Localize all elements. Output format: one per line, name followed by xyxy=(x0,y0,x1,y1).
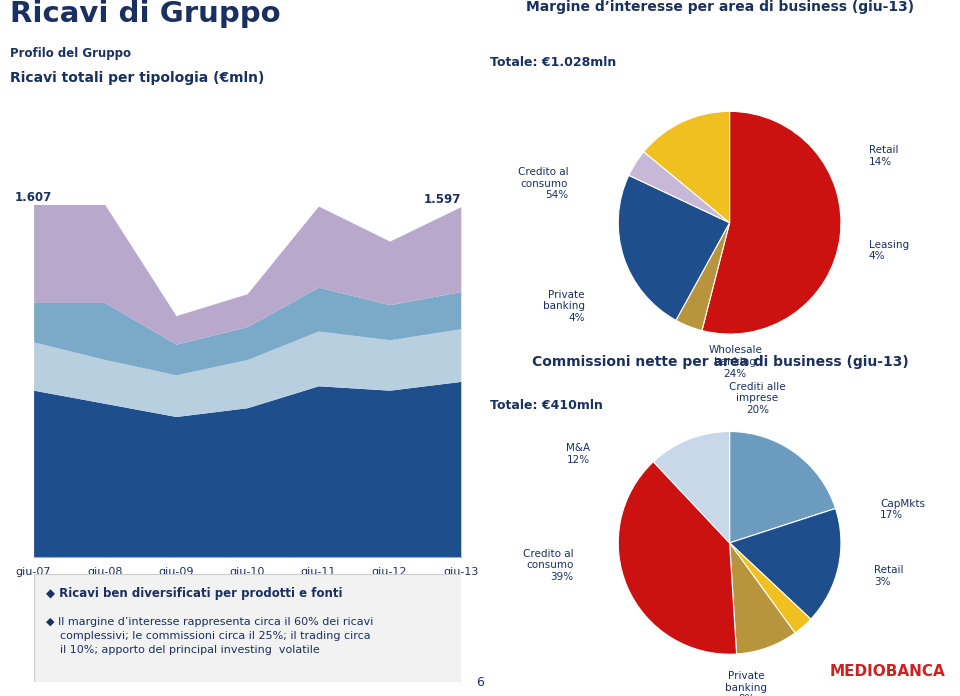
Text: Commissioni nette per area di business (giu-13): Commissioni nette per area di business (… xyxy=(532,355,908,369)
Text: CapMkts
17%: CapMkts 17% xyxy=(880,498,924,521)
Wedge shape xyxy=(730,432,835,543)
Text: Profilo del Gruppo: Profilo del Gruppo xyxy=(10,47,131,60)
Text: Retail
3%: Retail 3% xyxy=(875,565,904,587)
Text: ◆ Il margine d’interesse rappresenta circa il 60% dei ricavi
    complessivi; le: ◆ Il margine d’interesse rappresenta cir… xyxy=(46,617,373,656)
Text: Private
banking
9%: Private banking 9% xyxy=(726,671,767,696)
Wedge shape xyxy=(618,461,736,654)
Text: Wholesale
banking
24%: Wholesale banking 24% xyxy=(708,345,762,379)
Wedge shape xyxy=(629,152,730,223)
Text: Totale: €410mln: Totale: €410mln xyxy=(490,400,603,412)
Wedge shape xyxy=(730,543,795,654)
Text: Margine d’interesse per area di business (giu-13): Margine d’interesse per area di business… xyxy=(526,0,914,14)
Wedge shape xyxy=(730,543,811,633)
Text: Crediti alle
imprese
20%: Crediti alle imprese 20% xyxy=(730,381,785,415)
Wedge shape xyxy=(654,432,730,543)
Text: ◆ Ricavi ben diversificati per prodotti e fonti: ◆ Ricavi ben diversificati per prodotti … xyxy=(46,587,343,600)
Text: M&A
12%: M&A 12% xyxy=(566,443,590,465)
Text: Retail
14%: Retail 14% xyxy=(869,145,899,167)
Wedge shape xyxy=(730,509,841,619)
Text: Ricavi totali per tipologia (€mln): Ricavi totali per tipologia (€mln) xyxy=(10,70,264,85)
Text: 6: 6 xyxy=(476,676,484,688)
Text: Credito al
consumo
54%: Credito al consumo 54% xyxy=(517,167,568,200)
Text: 1.607: 1.607 xyxy=(15,191,52,203)
Wedge shape xyxy=(676,223,730,331)
Text: Credito al
consumo
39%: Credito al consumo 39% xyxy=(523,548,574,582)
Wedge shape xyxy=(644,111,730,223)
Legend: Margine d'interesse, Commissioni, Trading, Società a PN: Margine d'interesse, Commissioni, Tradin… xyxy=(65,601,429,619)
Wedge shape xyxy=(618,175,730,320)
Wedge shape xyxy=(702,111,841,334)
Text: MEDIOBANCA: MEDIOBANCA xyxy=(829,664,946,679)
FancyBboxPatch shape xyxy=(34,574,461,682)
Text: Private
banking
4%: Private banking 4% xyxy=(542,290,585,323)
Text: 1.597: 1.597 xyxy=(423,193,461,206)
Text: Totale: €1.028mln: Totale: €1.028mln xyxy=(490,56,616,69)
Text: Ricavi di Gruppo: Ricavi di Gruppo xyxy=(10,0,280,28)
Text: Leasing
4%: Leasing 4% xyxy=(869,239,909,262)
